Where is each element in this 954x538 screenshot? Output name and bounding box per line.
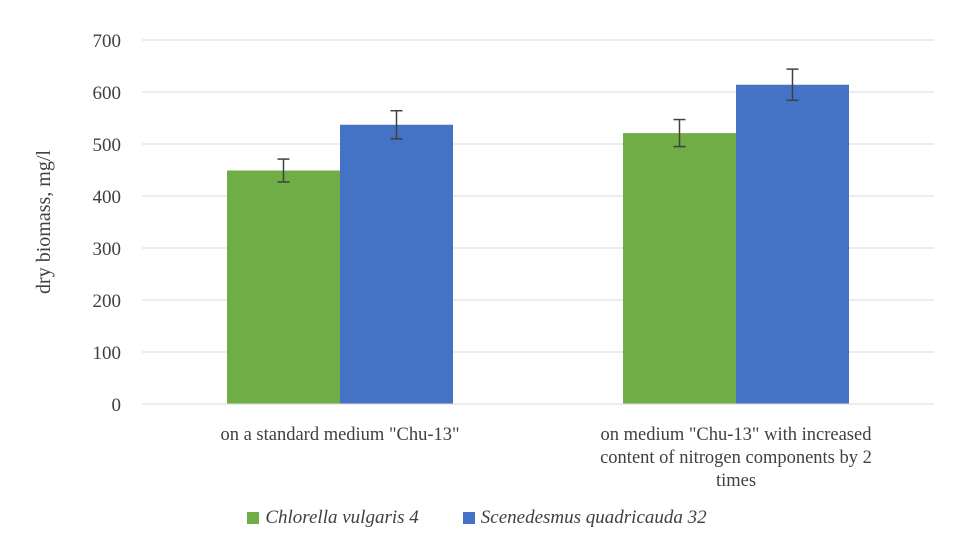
category-label-0: on a standard medium "Chu-13" (220, 425, 459, 445)
legend-label-chlorella: Chlorella vulgaris 4 (265, 507, 419, 528)
bar-chlorella-0 (227, 170, 340, 404)
y-axis-ticks: 0 100 200 300 400 500 600 700 (93, 31, 122, 416)
y-tick-label: 300 (93, 239, 122, 260)
bar-chart: 0 100 200 300 400 500 600 700 on a standard med… (33, 31, 934, 491)
y-tick-label: 0 (112, 395, 122, 416)
legend-item-scenedesmus: Scenedesmus quadricauda 32 (462, 507, 707, 529)
legend-swatch-scenedesmus (462, 512, 475, 524)
bar-scenedesmus-1 (736, 84, 849, 404)
bars (227, 84, 849, 404)
legend-swatch-chlorella (247, 512, 260, 524)
legend: Chlorella vulgaris 4 Scenedesmus quadric… (0, 501, 954, 535)
legend-label-scenedesmus: Scenedesmus quadricauda 32 (480, 507, 707, 528)
legend-item-chlorella: Chlorella vulgaris 4 (247, 507, 419, 529)
bar-scenedesmus-0 (340, 124, 453, 404)
y-tick-label: 400 (93, 187, 122, 208)
y-tick-label: 200 (93, 291, 122, 312)
category-labels: on a standard medium "Chu-13" on medium "… (220, 425, 872, 491)
y-tick-label: 600 (93, 83, 122, 104)
error-bars (277, 68, 799, 183)
category-label-1: on medium "Chu-13" with increased content… (600, 425, 872, 491)
y-tick-label: 100 (93, 343, 122, 364)
y-tick-label: 700 (93, 31, 122, 52)
y-tick-label: 500 (93, 135, 122, 156)
y-axis-label: dry biomass, mg/l (33, 150, 55, 294)
bar-chlorella-1 (623, 133, 736, 404)
